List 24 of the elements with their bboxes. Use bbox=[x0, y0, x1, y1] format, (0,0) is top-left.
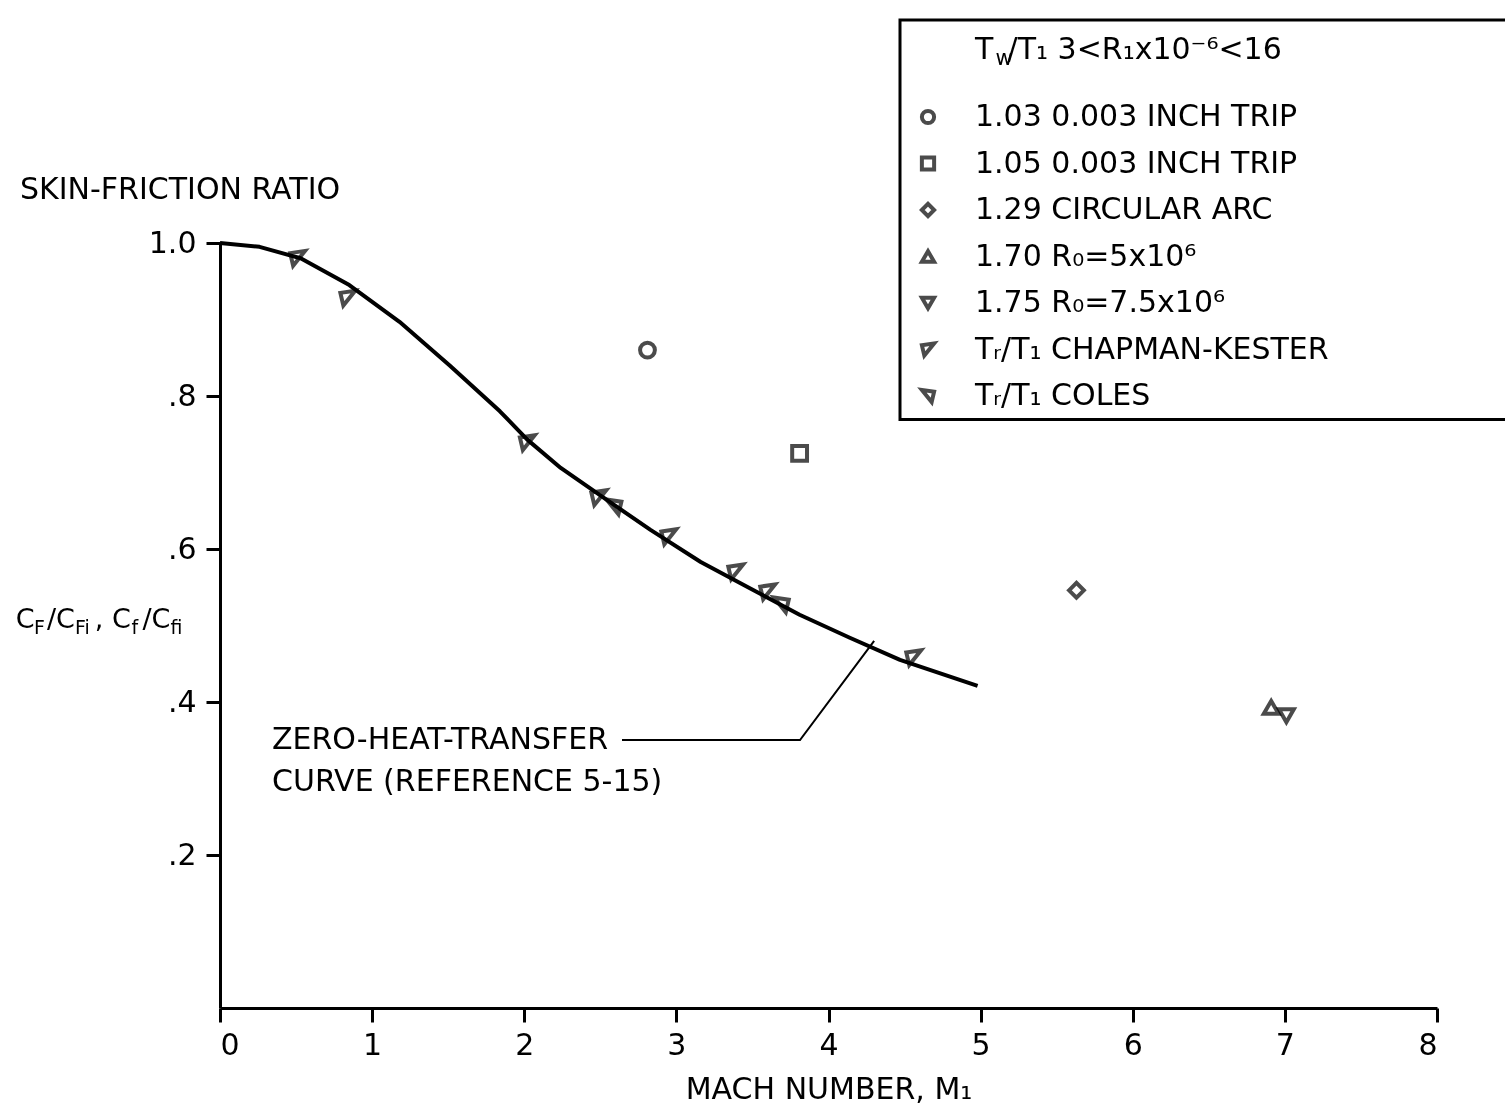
x-tick-label: 0 bbox=[220, 1026, 240, 1062]
legend-label: 1.75 R₀=7.5x10⁶ bbox=[975, 284, 1226, 319]
x-tick-label: 4 bbox=[819, 1026, 839, 1062]
y-axis-title: SKIN-FRICTION RATIO bbox=[20, 171, 341, 206]
legend-label: 1.29 CIRCULAR ARC bbox=[975, 191, 1273, 226]
y-tick-label: .2 bbox=[167, 836, 197, 872]
legend-label: Tᵣ/T₁ CHAPMAN-KESTER bbox=[974, 330, 1329, 366]
legend-label: 1.03 0.003 INCH TRIP bbox=[975, 98, 1298, 133]
legend-label: 1.70 R₀=5x10⁶ bbox=[975, 237, 1197, 273]
y-tick-label: .8 bbox=[167, 377, 197, 413]
x-tick-label: 8 bbox=[1418, 1026, 1438, 1062]
x-tick-label: 2 bbox=[515, 1026, 535, 1062]
legend-label: Tᵣ/T₁ COLES bbox=[974, 377, 1151, 412]
x-tick-label: 3 bbox=[667, 1026, 687, 1062]
y-tick-label: 1.0 bbox=[148, 224, 197, 260]
x-tick-label: 7 bbox=[1275, 1026, 1295, 1062]
y-tick-label: .4 bbox=[167, 683, 197, 719]
x-tick-label: 6 bbox=[1123, 1026, 1143, 1062]
x-tick-label: 1 bbox=[363, 1026, 383, 1062]
annotation: ZERO-HEAT-TRANSFER CURVE (REFERENCE 5-15) bbox=[272, 721, 663, 798]
x-axis-title: MACH NUMBER, M₁ bbox=[685, 1070, 973, 1106]
x-tick-label: 5 bbox=[971, 1026, 991, 1062]
y-tick-label: .6 bbox=[167, 530, 197, 566]
legend-label: 1.05 0.003 INCH TRIP bbox=[975, 144, 1298, 180]
